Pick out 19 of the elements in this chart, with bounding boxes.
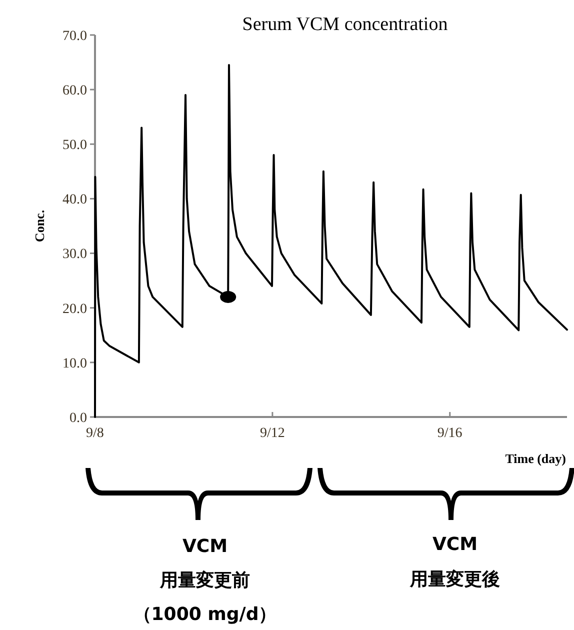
y-tick-label: 0.0	[70, 410, 87, 426]
y-tick-label: 60.0	[62, 83, 87, 98]
x-axis-title: Time (day)	[505, 451, 566, 466]
chart-title: Serum VCM concentration	[242, 14, 448, 35]
y-tick-label: 50.0	[62, 138, 87, 154]
text: 用量変更後	[409, 569, 500, 590]
text: （1000 mg/d）	[133, 604, 277, 625]
x-tick-label: 9/8	[86, 426, 104, 441]
x-tick-label: 9/16	[437, 426, 462, 441]
text: VCM	[432, 534, 478, 555]
y-tick-label: 30.0	[62, 247, 87, 262]
y-tick-label: 20.0	[62, 302, 87, 317]
text: 用量変更前	[159, 570, 250, 591]
text: VCM	[182, 536, 228, 557]
y-axis-title: Conc.	[32, 210, 47, 242]
x-tick-label: 9/12	[260, 426, 285, 441]
y-tick-label: 40.0	[62, 192, 87, 208]
y-tick-label: 70.0	[62, 28, 87, 44]
y-tick-label: 10.0	[62, 356, 87, 372]
